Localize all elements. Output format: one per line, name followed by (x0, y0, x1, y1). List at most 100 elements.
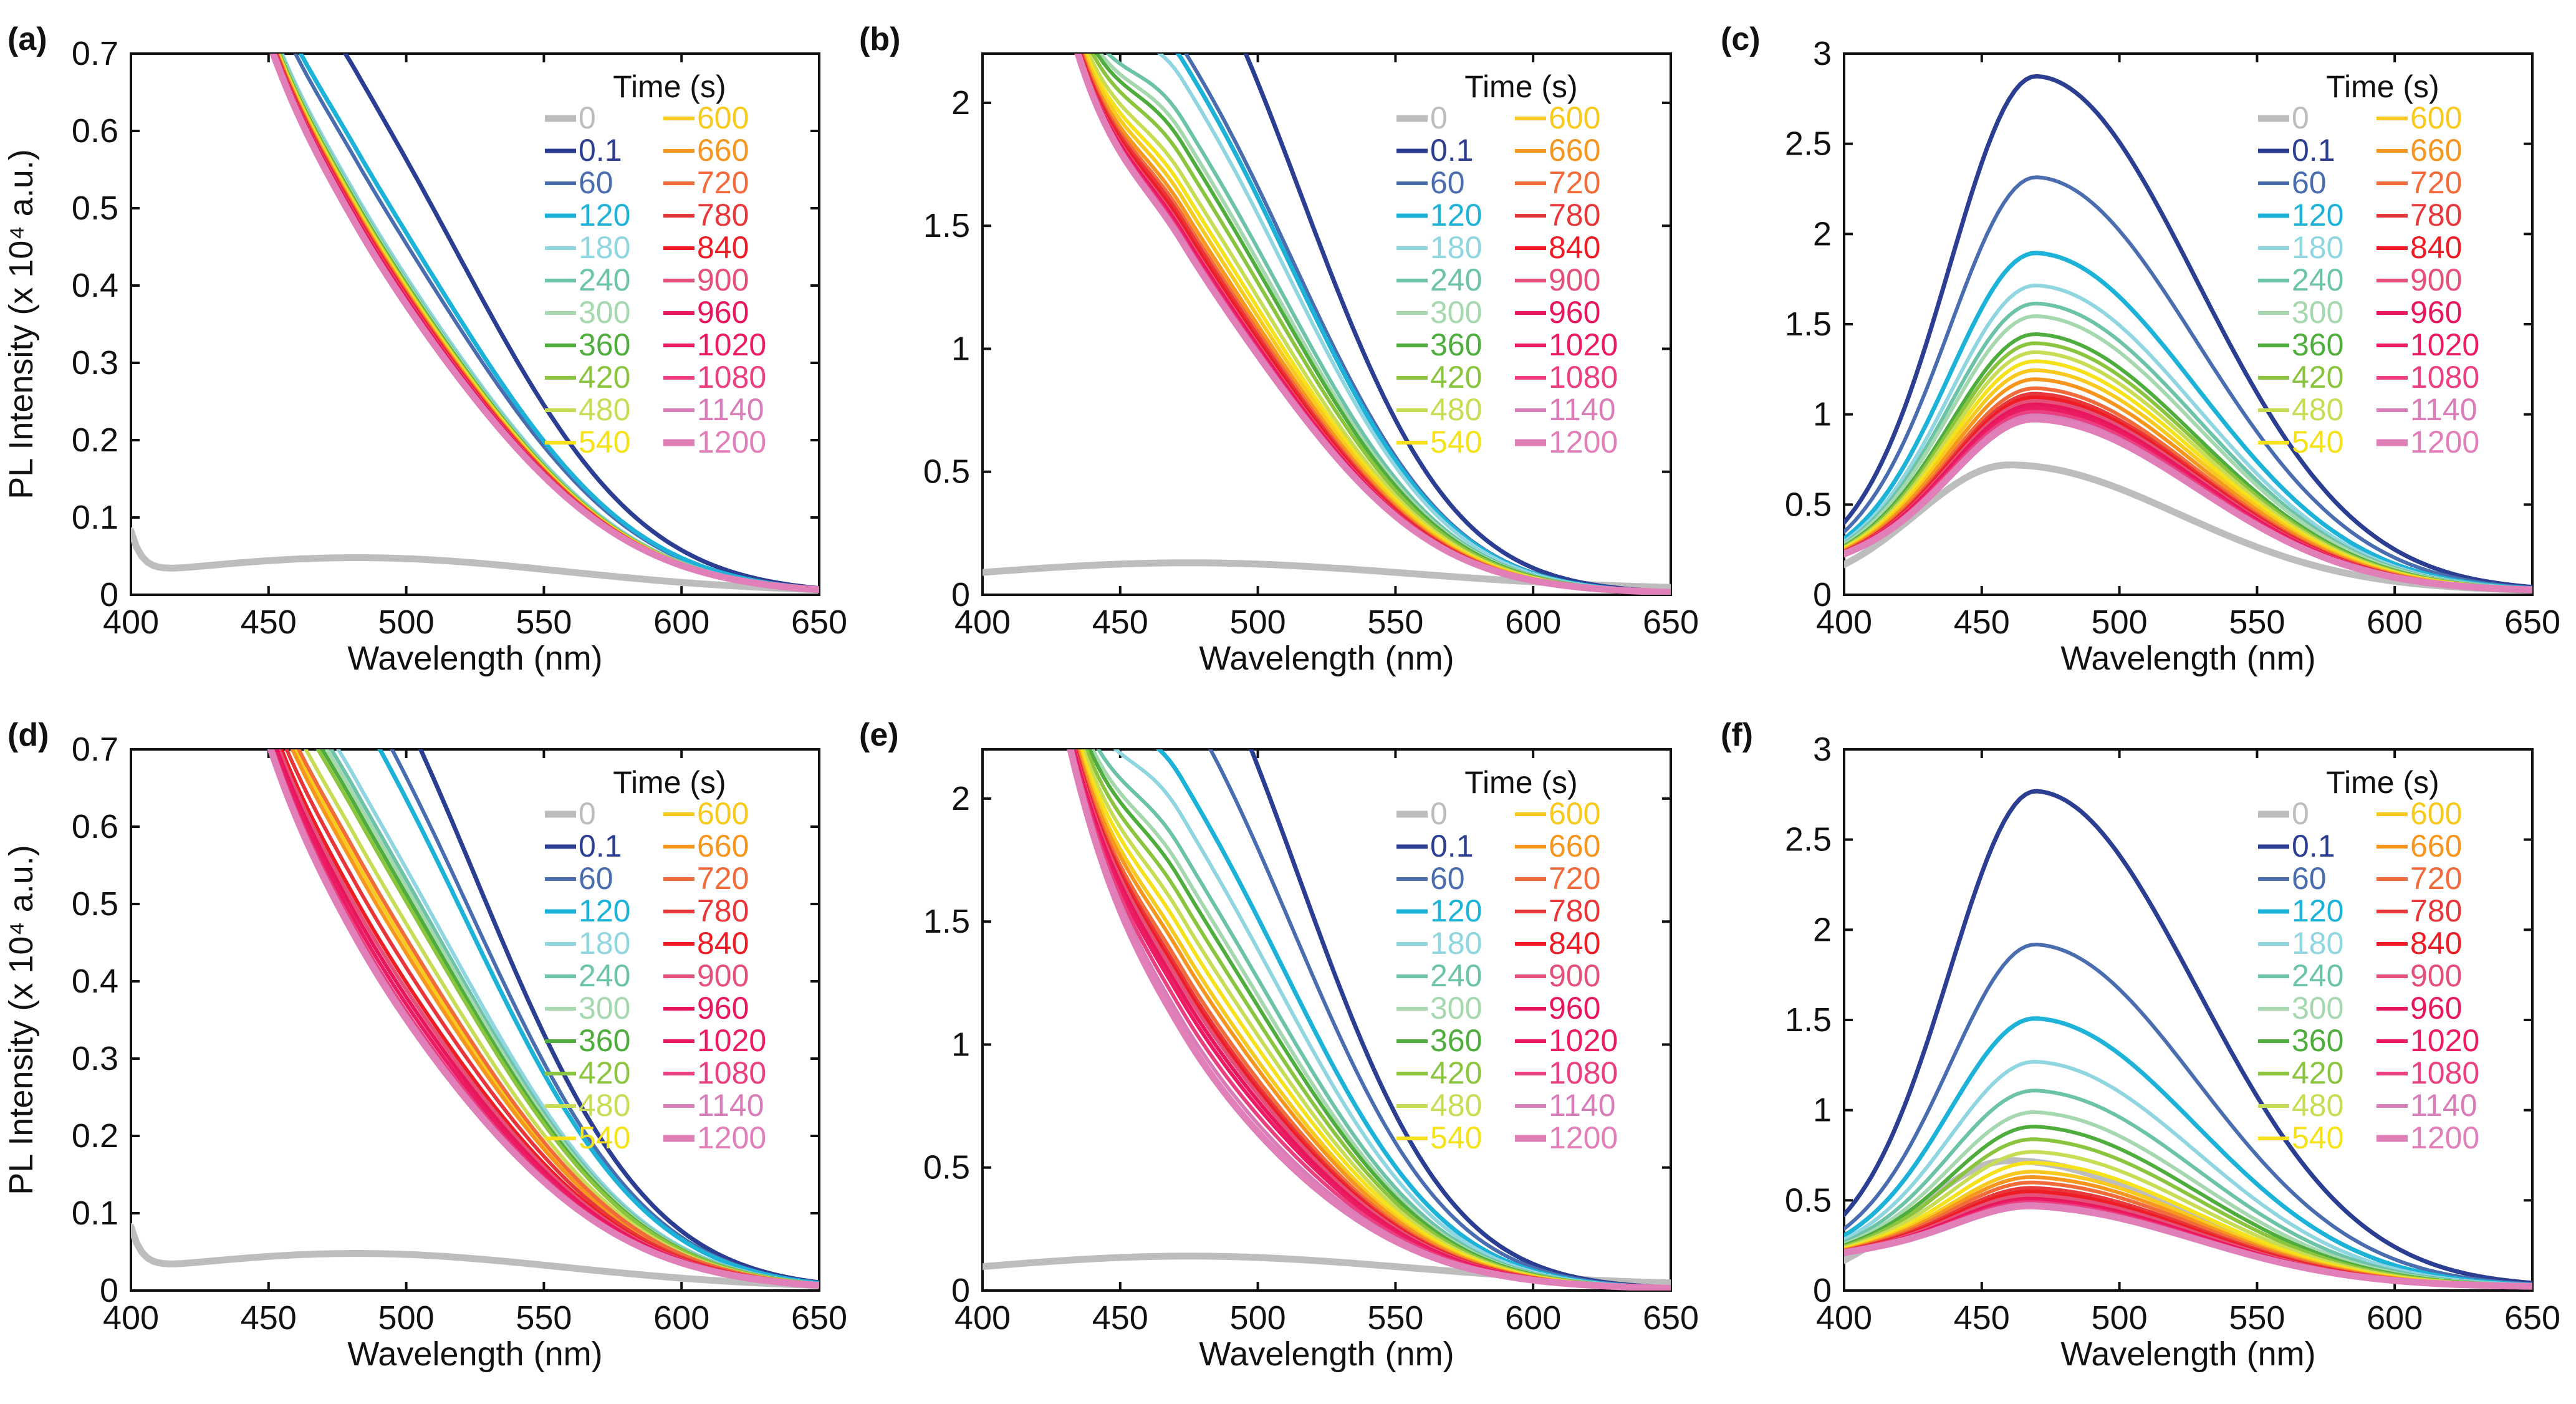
series-line-60 (1844, 943, 2532, 1286)
chart-panel-a: (a)400 450 500 550 600 65000.10.20.30.40.50.6… (2, 21, 847, 677)
legend-label-720: 720 (1549, 165, 1600, 200)
legend-label-600: 600 (697, 796, 749, 831)
legend-label-1200: 1200 (2410, 1120, 2479, 1155)
y-tick-label: 0.5 (923, 453, 970, 491)
series-lines (983, 749, 1671, 1291)
legend-label-1200: 1200 (1549, 425, 1618, 459)
legend-label-900: 900 (1549, 958, 1600, 993)
legend-label-0.1: 0.1 (579, 133, 622, 168)
plot-frame (130, 748, 820, 1292)
legend-label-1080: 1080 (2410, 360, 2479, 395)
legend-label-480: 480 (579, 1088, 630, 1123)
legend-label-1200: 1200 (2410, 425, 2479, 459)
legend-label-1140: 1140 (1549, 392, 1616, 427)
y-tick-label: 1 (1813, 1092, 1832, 1129)
legend-label-840: 840 (697, 230, 749, 265)
series-lines (131, 749, 819, 1289)
legend-title: Time (s) (613, 765, 726, 800)
legend-label-120: 120 (2292, 893, 2343, 928)
series-line-0.1 (342, 54, 819, 590)
legend-label-1080: 1080 (1549, 1055, 1618, 1090)
y-tick-label: 0.6 (72, 808, 118, 845)
legend-label-900: 900 (697, 958, 749, 993)
legend-label-300: 300 (1430, 295, 1482, 330)
legend-label-720: 720 (697, 165, 749, 200)
series-line-120 (298, 54, 819, 592)
legend-label-540: 540 (579, 1120, 630, 1155)
x-tick-label: 450 (1092, 1299, 1148, 1337)
y-tick-label: 1.5 (923, 903, 970, 940)
legend-label-180: 180 (2292, 230, 2343, 265)
legend-label-180: 180 (579, 230, 630, 265)
legend-label-420: 420 (2292, 360, 2343, 395)
x-tick-label: 550 (516, 603, 572, 641)
legend-label-240: 240 (579, 262, 630, 297)
y-tick-label: 0.1 (72, 1195, 118, 1232)
legend-label-240: 240 (2292, 262, 2343, 297)
y-tick-label: 0.4 (72, 963, 118, 1000)
legend-label-780: 780 (697, 893, 749, 928)
y-tick-label: 1 (951, 1026, 970, 1063)
y-tick-label: 3 (1813, 731, 1832, 768)
x-tick-label: 400 (1816, 1299, 1872, 1337)
y-tick-label: 0 (1813, 1272, 1832, 1309)
legend-label-420: 420 (1430, 360, 1482, 395)
legend-label-960: 960 (2410, 295, 2462, 330)
legend-label-0.1: 0.1 (1430, 829, 1474, 863)
legend-label-540: 540 (2292, 1120, 2343, 1155)
x-axis-label: Wavelength (nm) (1199, 1335, 1454, 1373)
legend-label-60: 60 (1430, 165, 1465, 200)
legend-label-0: 0 (2292, 100, 2309, 135)
legend-label-180: 180 (1430, 230, 1482, 265)
legend-label-0.1: 0.1 (579, 829, 622, 863)
legend-label-240: 240 (2292, 958, 2343, 993)
legend-label-120: 120 (579, 893, 630, 928)
x-tick-label: 500 (378, 603, 435, 641)
x-tick-label: 400 (1816, 603, 1872, 641)
x-tick-label: 600 (653, 603, 709, 641)
y-tick-label: 1.5 (1785, 305, 1832, 343)
x-tick-label: 550 (1367, 1299, 1423, 1337)
series-line-0 (131, 1223, 819, 1289)
legend-label-1140: 1140 (1549, 1088, 1616, 1123)
legend-label-540: 540 (1430, 425, 1482, 459)
legend-label-1020: 1020 (2410, 1023, 2479, 1058)
chart-panel-b: (b)400 450 500 550 600 65000.511.52Wavelength… (859, 21, 1699, 677)
legend-label-300: 300 (579, 295, 630, 330)
legend-label-1080: 1080 (697, 1055, 766, 1090)
y-tick-label: 0 (100, 576, 118, 613)
legend-title: Time (s) (2326, 765, 2439, 800)
legend-label-360: 360 (2292, 1023, 2343, 1058)
legend-title: Time (s) (2326, 69, 2439, 104)
legend-label-540: 540 (1430, 1120, 1482, 1155)
x-tick-label: 600 (1505, 1299, 1561, 1337)
legend-label-120: 120 (2292, 198, 2343, 233)
legend-label-0: 0 (2292, 796, 2309, 831)
series-lines (1844, 789, 2532, 1290)
y-tick-label: 0.2 (72, 1117, 118, 1155)
legend-label-600: 600 (1549, 100, 1600, 135)
y-tick-label: 2 (1813, 911, 1832, 948)
legend-label-780: 780 (697, 198, 749, 233)
legend-label-840: 840 (2410, 230, 2462, 265)
x-axis-label: Wavelength (nm) (347, 1335, 602, 1373)
chart-panel-e: (e)400 450 500 550 600 65000.511.52Wavelength… (859, 717, 1699, 1373)
panel-label: (e) (859, 717, 899, 753)
legend-label-1200: 1200 (697, 425, 766, 459)
legend-label-1140: 1140 (697, 392, 764, 427)
legend-label-1200: 1200 (1549, 1120, 1618, 1155)
x-tick-label: 600 (2367, 603, 2423, 641)
legend-label-60: 60 (1430, 861, 1465, 896)
legend-label-960: 960 (2410, 991, 2462, 1026)
y-tick-label: 0.5 (72, 190, 118, 227)
x-tick-label: 450 (1954, 1299, 2010, 1337)
legend-title: Time (s) (1464, 69, 1577, 104)
y-tick-label: 0.3 (72, 344, 118, 382)
legend-label-0.1: 0.1 (2292, 133, 2335, 168)
y-tick-label: 0.6 (72, 112, 118, 150)
legend-label-1080: 1080 (697, 360, 766, 395)
legend-label-720: 720 (1549, 861, 1600, 896)
